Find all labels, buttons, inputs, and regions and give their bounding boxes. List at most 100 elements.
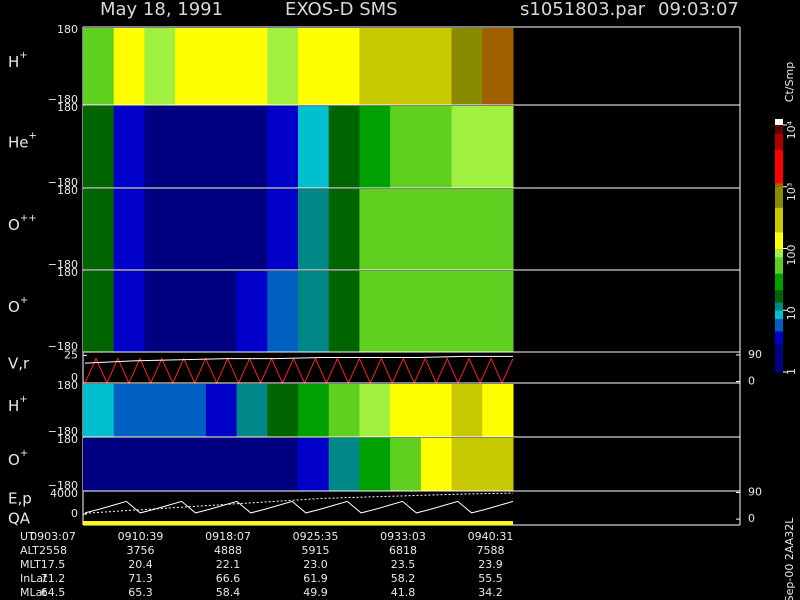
footer-value: 61.9 <box>303 572 328 585</box>
heatmap-cell <box>451 438 483 491</box>
heatmap-cell <box>328 271 360 352</box>
heatmap-cell <box>359 189 391 270</box>
heatmap-cell <box>390 384 422 437</box>
heatmap-cell <box>451 384 483 437</box>
colorbar-title: Ct/Smp <box>783 62 796 102</box>
colorbar-swatch <box>775 207 783 212</box>
y-tick-label: −180 <box>48 176 78 189</box>
heatmap-cell <box>390 271 422 352</box>
heatmap-cell <box>451 106 483 188</box>
footer-row-label: InLat <box>20 572 48 585</box>
colorbar-swatch <box>775 306 783 311</box>
footer-value: 0940:31 <box>468 530 514 543</box>
heatmap-cell <box>359 28 391 105</box>
panel-label-sup: + <box>20 295 28 306</box>
colorbar-swatch <box>775 256 783 262</box>
heatmap-cell <box>420 384 453 437</box>
colorbar-swatch <box>775 351 783 357</box>
heatmap-cell <box>359 106 391 188</box>
heatmap-cell <box>205 438 238 491</box>
panel-label: O+ <box>8 448 28 469</box>
footer-value: 0910:39 <box>118 530 164 543</box>
heatmap-cell <box>175 438 207 491</box>
footer-value: 49.9 <box>303 586 328 599</box>
panel-label: O++ <box>8 213 37 234</box>
colorbar-swatch <box>775 133 783 138</box>
heatmap-cell <box>175 189 207 270</box>
heatmap-cell <box>420 28 453 105</box>
colorbar-swatch <box>775 162 783 167</box>
series-line <box>84 355 513 364</box>
footer-value: 58.4 <box>216 586 241 599</box>
heatmap-cell <box>482 438 514 491</box>
panel-label: H+ <box>8 50 28 71</box>
colorbar-swatch <box>775 269 783 274</box>
panel-label: He+ <box>8 131 37 152</box>
panel-label-sup: + <box>19 394 27 405</box>
colorbar-swatch <box>775 297 783 303</box>
y-tick-label: 0 <box>71 371 78 384</box>
header-mission: EXOS-D SMS <box>285 0 398 20</box>
heatmap-cell <box>359 438 391 491</box>
y-tick-label: 180 <box>57 433 78 446</box>
colorbar-swatch <box>775 318 783 324</box>
colorbar-swatch <box>775 326 783 332</box>
heatmap-cell <box>83 438 115 491</box>
colorbar-tick-label: 10⁴ <box>785 120 798 139</box>
footer-value: 71.3 <box>128 572 153 585</box>
colorbar-swatch <box>775 129 783 134</box>
colorbar-swatch <box>775 186 783 192</box>
colorbar-swatch <box>775 264 783 270</box>
heatmap-cell <box>328 28 360 105</box>
header-time: 09:03:07 <box>658 0 739 20</box>
heatmap-cell <box>144 438 176 491</box>
y-tick-label: −180 <box>48 425 78 438</box>
footer-value: 65.3 <box>128 586 153 599</box>
heatmap-cell <box>451 189 483 270</box>
panel-label: V,r <box>8 354 30 372</box>
heatmap-cell <box>482 189 514 270</box>
heatmap-cell <box>205 189 238 270</box>
colorbar-swatch <box>775 166 783 171</box>
heatmap-cell <box>482 28 514 105</box>
heatmap-cell <box>328 438 360 491</box>
footer-value: 7588 <box>477 544 505 557</box>
colorbar-swatch <box>775 347 783 352</box>
colorbar-tick-label: 10 <box>785 306 798 320</box>
colorbar-swatch <box>775 194 783 200</box>
colorbar-swatch <box>775 227 783 233</box>
colorbar-swatch <box>775 149 783 155</box>
colorbar-swatch <box>775 244 783 249</box>
heatmap-cell <box>390 438 422 491</box>
colorbar-swatch <box>775 199 783 204</box>
heatmap-cell <box>205 384 238 437</box>
y-tick-label: 180 <box>57 379 78 392</box>
y2-tick-label: 0 <box>748 375 755 388</box>
colorbar-swatch <box>775 190 783 196</box>
colorbar-swatch <box>775 182 783 188</box>
heatmap-cell <box>420 106 453 188</box>
heatmap-cell <box>359 271 391 352</box>
footer-value: 34.2 <box>478 586 503 599</box>
footer-value: 64.5 <box>41 586 66 599</box>
panel-label: O+ <box>8 295 28 316</box>
footer-value: 41.8 <box>391 586 416 599</box>
y-tick-label: 0 <box>71 507 78 520</box>
footer-value: 23.5 <box>391 558 416 571</box>
heatmap-cell <box>482 106 514 188</box>
footer-value: 58.2 <box>391 572 416 585</box>
heatmap-cell <box>267 438 299 491</box>
colorbar-swatch <box>775 289 783 295</box>
colorbar-swatch <box>775 219 783 225</box>
heatmap-cell <box>390 106 422 188</box>
colorbar-swatch <box>775 363 783 369</box>
heatmap-cell <box>236 28 268 105</box>
colorbar-swatch <box>775 252 783 258</box>
colorbar-swatch <box>775 232 783 237</box>
footer-value: 0925:35 <box>293 530 339 543</box>
panel-label-main: O <box>8 216 20 234</box>
panel-label-sup: + <box>19 50 27 61</box>
colorbar-swatch <box>775 367 783 373</box>
heatmap-cell <box>298 271 330 352</box>
